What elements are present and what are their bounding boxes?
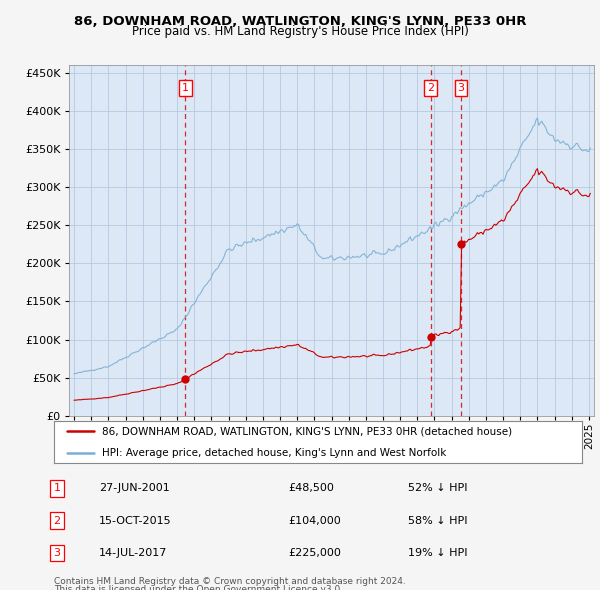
- Text: This data is licensed under the Open Government Licence v3.0.: This data is licensed under the Open Gov…: [54, 585, 343, 590]
- Text: 86, DOWNHAM ROAD, WATLINGTON, KING'S LYNN, PE33 0HR (detached house): 86, DOWNHAM ROAD, WATLINGTON, KING'S LYN…: [101, 427, 512, 436]
- Text: £104,000: £104,000: [288, 516, 341, 526]
- Text: 19% ↓ HPI: 19% ↓ HPI: [408, 548, 467, 558]
- Text: 1: 1: [53, 483, 61, 493]
- Text: 58% ↓ HPI: 58% ↓ HPI: [408, 516, 467, 526]
- Text: 2: 2: [53, 516, 61, 526]
- Text: 3: 3: [53, 548, 61, 558]
- Text: 14-JUL-2017: 14-JUL-2017: [99, 548, 167, 558]
- Text: 27-JUN-2001: 27-JUN-2001: [99, 483, 170, 493]
- Text: HPI: Average price, detached house, King's Lynn and West Norfolk: HPI: Average price, detached house, King…: [101, 448, 446, 457]
- Text: 1: 1: [182, 83, 189, 93]
- Text: Price paid vs. HM Land Registry's House Price Index (HPI): Price paid vs. HM Land Registry's House …: [131, 25, 469, 38]
- Text: 52% ↓ HPI: 52% ↓ HPI: [408, 483, 467, 493]
- Text: 3: 3: [457, 83, 464, 93]
- Text: £225,000: £225,000: [288, 548, 341, 558]
- Text: £48,500: £48,500: [288, 483, 334, 493]
- Text: 15-OCT-2015: 15-OCT-2015: [99, 516, 172, 526]
- Text: 86, DOWNHAM ROAD, WATLINGTON, KING'S LYNN, PE33 0HR: 86, DOWNHAM ROAD, WATLINGTON, KING'S LYN…: [74, 15, 526, 28]
- Text: 2: 2: [427, 83, 434, 93]
- Text: Contains HM Land Registry data © Crown copyright and database right 2024.: Contains HM Land Registry data © Crown c…: [54, 577, 406, 586]
